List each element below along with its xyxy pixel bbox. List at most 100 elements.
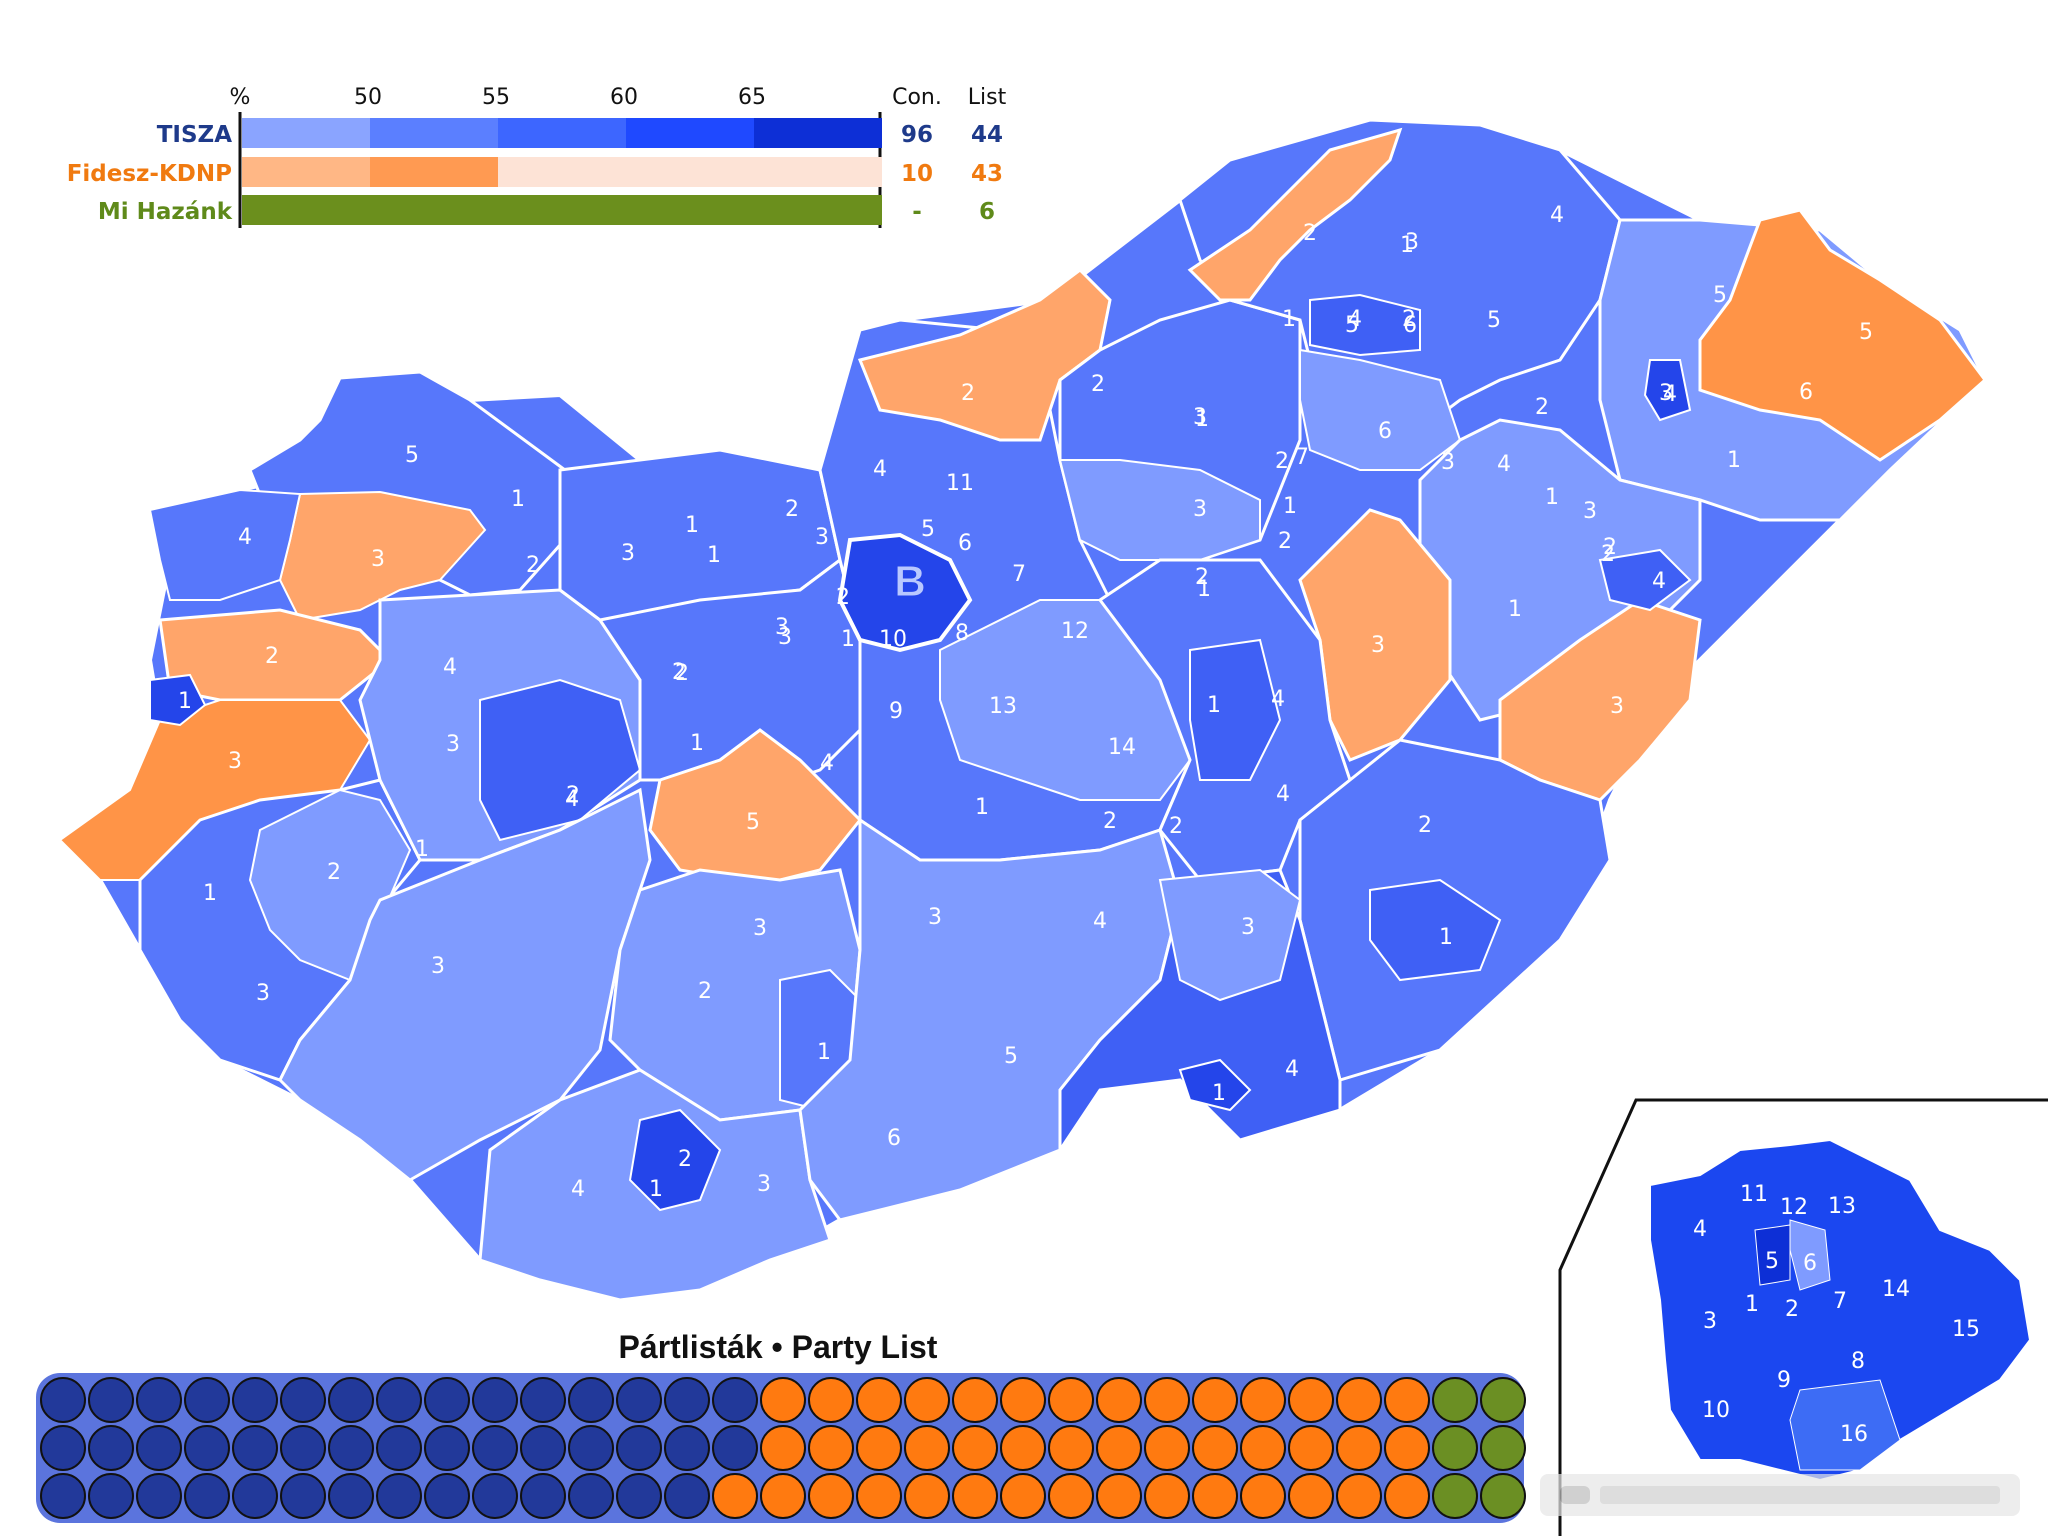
district-number: 4 (1276, 782, 1290, 807)
district-number: 6 (1403, 313, 1417, 338)
fidesz-con-seats: 10 (901, 161, 933, 187)
seat-tisza (376, 1425, 422, 1471)
scale-label-60: 60 (610, 85, 638, 110)
district-number: 2 (698, 979, 712, 1004)
region-pest-light (939, 599, 1192, 801)
inset-district-number: 15 (1952, 1317, 1980, 1342)
seat-fidesz (1144, 1377, 1190, 1423)
region-pecs (628, 1108, 722, 1212)
district-number: 2 (265, 644, 279, 669)
district-number: 3 (1659, 381, 1673, 406)
seat-fidesz (856, 1377, 902, 1423)
district-number: 2 (675, 661, 689, 686)
seat-tisza (424, 1377, 470, 1423)
district-number: 5 (1004, 1044, 1018, 1069)
district-number: 1 (1282, 307, 1296, 332)
district-number: 4 (820, 751, 834, 776)
district-number: 14 (1108, 735, 1136, 760)
seat-tisza (424, 1473, 470, 1519)
district-number: 2 (1601, 542, 1615, 567)
inset-district-number: 9 (1777, 1368, 1791, 1393)
legend-bar-segment (754, 157, 882, 187)
seat-fidesz (1240, 1377, 1286, 1423)
seat-fidesz (1096, 1377, 1142, 1423)
inset-district-number: 16 (1840, 1422, 1868, 1447)
seat-fidesz (1144, 1473, 1190, 1519)
region-budapest (837, 532, 973, 653)
legend-bar-segment (498, 157, 626, 187)
district-number: 6 (1799, 380, 1813, 405)
seat-fidesz (1336, 1425, 1382, 1471)
legend-bar-segment (242, 157, 370, 187)
seat-fidesz (1000, 1425, 1046, 1471)
district-number: 3 (1405, 230, 1419, 255)
district-number: 1 (1400, 233, 1414, 258)
district-number: 3 (1583, 499, 1597, 524)
district-number: 1 (203, 881, 217, 906)
district-number: 3 (371, 547, 385, 572)
district-number: 1 (1727, 448, 1741, 473)
party-list-title: Pártlisták • Party List (619, 1329, 938, 1365)
district-number: 1 (685, 513, 699, 538)
seat-fidesz (808, 1377, 854, 1423)
seat-tisza (280, 1425, 326, 1471)
district-number: 10 (879, 627, 907, 652)
seat-tisza (40, 1473, 86, 1519)
inset-district-number: 7 (1833, 1289, 1847, 1314)
seat-fidesz (904, 1377, 950, 1423)
district-number: 4 (1663, 382, 1677, 407)
seat-mi (1432, 1425, 1478, 1471)
district-number: 3 (775, 615, 789, 640)
inset-district-16 (1789, 1379, 1901, 1471)
seat-tisza (136, 1377, 182, 1423)
district-number: 7 (1012, 562, 1026, 587)
district-number: 1 (511, 487, 525, 512)
district-number: 5 (746, 810, 760, 835)
seat-fidesz (1144, 1425, 1190, 1471)
seat-fidesz (760, 1425, 806, 1471)
seat-tisza (280, 1473, 326, 1519)
region-szolnok-dark (1189, 638, 1282, 781)
hungary-map (58, 118, 1988, 1302)
seat-tisza (184, 1377, 230, 1423)
district-number: 2 (836, 585, 850, 610)
region-fejer (597, 557, 862, 792)
seat-mi (1480, 1425, 1526, 1471)
district-number: 2 (1418, 813, 1432, 838)
inset-district-number: 8 (1851, 1349, 1865, 1374)
inset-district-5 (1754, 1224, 1791, 1286)
seat-tisza (136, 1425, 182, 1471)
seat-tisza (40, 1425, 86, 1471)
seat-fidesz (1192, 1377, 1238, 1423)
legend-bar-segment (242, 195, 882, 225)
district-number: 3 (1241, 915, 1255, 940)
district-number: 5 (405, 443, 419, 468)
district-number: 3 (1193, 497, 1207, 522)
region-fejer-orange (648, 728, 863, 919)
region-borsod-orange (1187, 127, 1403, 302)
district-number: 1 (649, 1177, 663, 1202)
district-number: 1 (1212, 1081, 1226, 1106)
region-somogy (278, 787, 652, 1182)
inset-district-number: 2 (1785, 1297, 1799, 1322)
seat-fidesz (1096, 1425, 1142, 1471)
inset-district-number: 11 (1740, 1182, 1768, 1207)
region-debrecen (1598, 548, 1692, 612)
district-number: 2 (672, 660, 686, 685)
district-number: 1 (1197, 577, 1211, 602)
seat-tisza (184, 1425, 230, 1471)
watermark (1540, 1474, 2020, 1516)
seat-fidesz (808, 1473, 854, 1519)
seat-tisza (328, 1473, 374, 1519)
region-vas-1 (149, 673, 207, 727)
district-number: 3 (778, 625, 792, 650)
district-number: 4 (565, 787, 579, 812)
seat-tisza (136, 1473, 182, 1519)
district-number: 3 (753, 916, 767, 941)
mi-hazank-bar (242, 195, 882, 225)
district-number: 1 (1283, 494, 1297, 519)
seat-fidesz (1000, 1377, 1046, 1423)
seat-fidesz (952, 1473, 998, 1519)
